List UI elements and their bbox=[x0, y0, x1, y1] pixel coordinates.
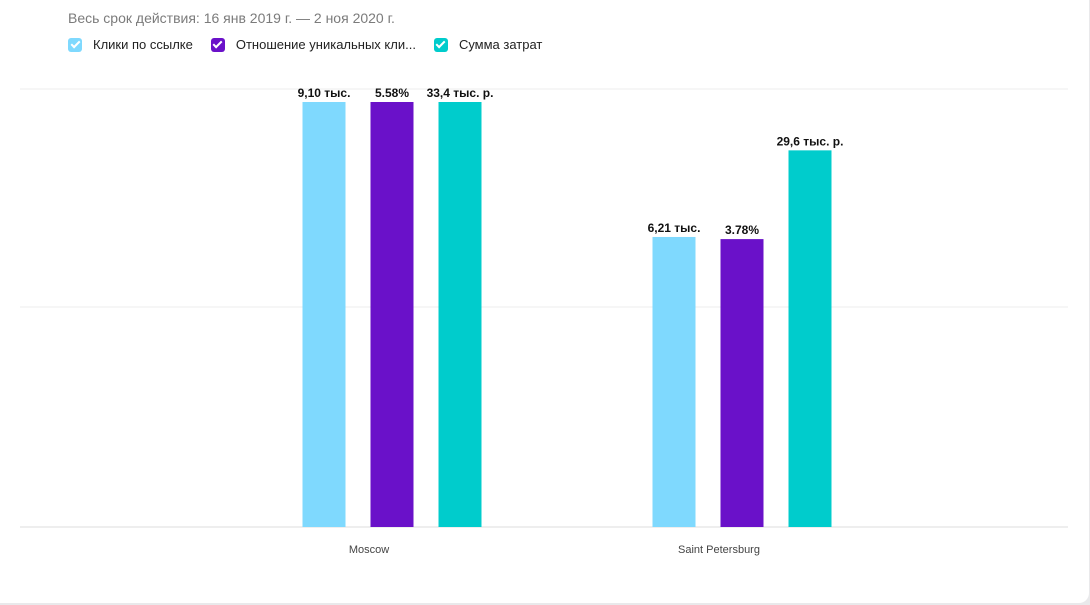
legend-label: Сумма затрат bbox=[458, 37, 543, 52]
legend-label: Отношение уникальных кли... bbox=[235, 37, 416, 52]
date-range-label: Весь срок действия: 16 янв 2019 г. — 2 н… bbox=[68, 10, 395, 26]
legend-item-unique-ratio[interactable]: Отношение уникальных кли... bbox=[210, 37, 416, 52]
data-label: 33,4 тыс. р. bbox=[427, 86, 494, 100]
checkbox-icon[interactable] bbox=[68, 37, 82, 52]
bar bbox=[720, 239, 764, 527]
bar bbox=[652, 236, 696, 527]
data-label: 6,21 тыс. bbox=[648, 221, 701, 235]
legend: Клики по ссылке Отношение уникальных кли… bbox=[68, 37, 560, 52]
legend-item-total-spend[interactable]: Сумма затрат bbox=[433, 37, 543, 52]
bar bbox=[788, 150, 832, 528]
bar bbox=[302, 102, 346, 527]
data-label: 3.78% bbox=[725, 223, 759, 237]
data-label: 29,6 тыс. р. bbox=[777, 134, 844, 148]
category-label: Saint Petersburg bbox=[678, 544, 760, 556]
checkbox-icon[interactable] bbox=[433, 37, 448, 52]
legend-item-link-clicks[interactable]: Клики по ссылке bbox=[68, 37, 193, 52]
checkbox-icon[interactable] bbox=[210, 37, 225, 52]
category-label: Moscow bbox=[349, 544, 389, 556]
legend-label: Клики по ссылке bbox=[93, 37, 193, 52]
bar bbox=[370, 102, 414, 527]
bar bbox=[438, 102, 482, 527]
data-label: 5.58% bbox=[375, 86, 409, 100]
data-label: 9,10 тыс. bbox=[298, 86, 351, 100]
